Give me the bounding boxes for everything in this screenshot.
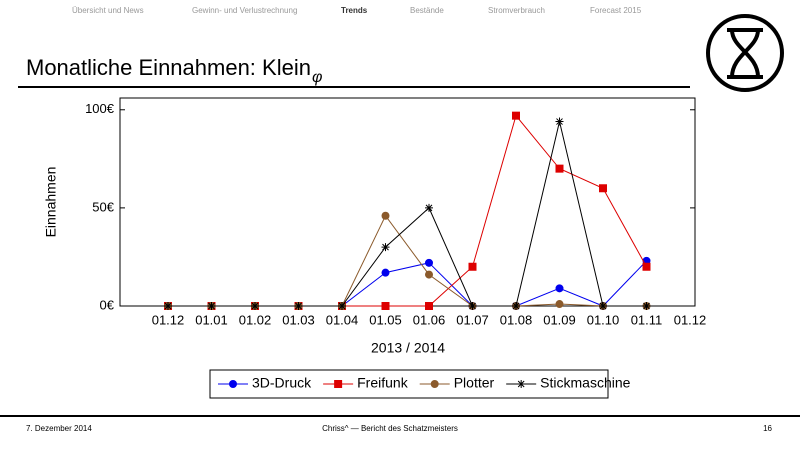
- series-line: [168, 114, 647, 307]
- marker: [512, 111, 520, 120]
- x-tick-label: 01.09: [543, 312, 576, 327]
- x-tick-label: 01.07: [456, 312, 489, 327]
- y-tick-label: 0€: [100, 297, 115, 312]
- marker: [294, 302, 303, 310]
- marker: [334, 380, 343, 388]
- marker: [599, 302, 607, 310]
- y-tick-label: 100€: [85, 101, 115, 116]
- nav-item[interactable]: Stromverbrauch: [488, 6, 545, 15]
- series-line: [168, 121, 647, 307]
- marker: [251, 302, 259, 310]
- x-tick-label: 01.12: [674, 312, 707, 327]
- y-axis-label: Einnahmen: [43, 167, 59, 238]
- marker: [555, 300, 564, 309]
- legend-label: Freifunk: [357, 375, 409, 391]
- marker: [468, 302, 477, 310]
- x-tick-label: 01.01: [195, 312, 228, 327]
- marker: [468, 262, 477, 271]
- footer-date: 7. Dezember 2014: [26, 424, 92, 433]
- marker: [642, 302, 651, 310]
- nav-item[interactable]: Gewinn- und Verlustrechnung: [192, 6, 297, 15]
- x-tick-label: 01.06: [413, 312, 446, 327]
- marker: [381, 302, 390, 310]
- x-axis-label: 2013 / 2014: [371, 340, 445, 356]
- slide-title: Monatliche Einnahmen: Klein: [26, 55, 311, 80]
- marker: [229, 380, 237, 388]
- x-tick-label: 01.04: [326, 312, 359, 327]
- legend-label: Stickmaschine: [540, 375, 630, 391]
- marker: [381, 268, 390, 277]
- legend-label: Plotter: [454, 375, 495, 391]
- x-tick-label: 01.08: [500, 312, 533, 327]
- nav-item[interactable]: Bestände: [410, 6, 444, 15]
- marker: [381, 211, 390, 220]
- x-tick-label: 01.11: [631, 312, 663, 327]
- marker: [599, 184, 607, 193]
- marker: [425, 302, 433, 310]
- marker: [425, 203, 433, 212]
- legend-label: 3D-Druck: [252, 375, 312, 391]
- nav-item[interactable]: Forecast 2015: [590, 6, 642, 15]
- x-tick-label: 01.02: [239, 312, 272, 327]
- logo: [706, 14, 784, 92]
- x-tick-label: 01.03: [282, 312, 315, 327]
- marker: [430, 380, 439, 388]
- x-tick-label: 01.10: [587, 312, 620, 327]
- legend: [209, 369, 609, 399]
- plot-frame: [119, 97, 696, 307]
- marker: [381, 243, 390, 252]
- footer-author: Chriss^ — Bericht des Schatzmeisters: [322, 424, 458, 433]
- marker: [555, 117, 564, 126]
- series-line: [168, 260, 647, 307]
- title-subscript: φ: [312, 69, 322, 86]
- navigation: Übersicht und News Gewinn- und Verlustre…: [72, 6, 642, 15]
- marker: [164, 302, 172, 310]
- x-tick-label: 01.05: [369, 312, 402, 327]
- marker: [555, 164, 564, 173]
- marker: [338, 302, 346, 310]
- nav-item[interactable]: Übersicht und News: [72, 6, 144, 15]
- series-line: [168, 214, 647, 307]
- marker: [425, 270, 433, 279]
- marker: [512, 302, 520, 310]
- y-tick-label: 50€: [92, 199, 114, 214]
- marker: [425, 258, 433, 267]
- marker: [207, 302, 216, 310]
- marker: [517, 380, 526, 388]
- marker: [555, 284, 564, 293]
- nav-item[interactable]: Trends: [341, 6, 368, 15]
- page-number: 16: [763, 424, 772, 433]
- marker: [642, 262, 651, 271]
- x-tick-label: 01.12: [152, 312, 185, 327]
